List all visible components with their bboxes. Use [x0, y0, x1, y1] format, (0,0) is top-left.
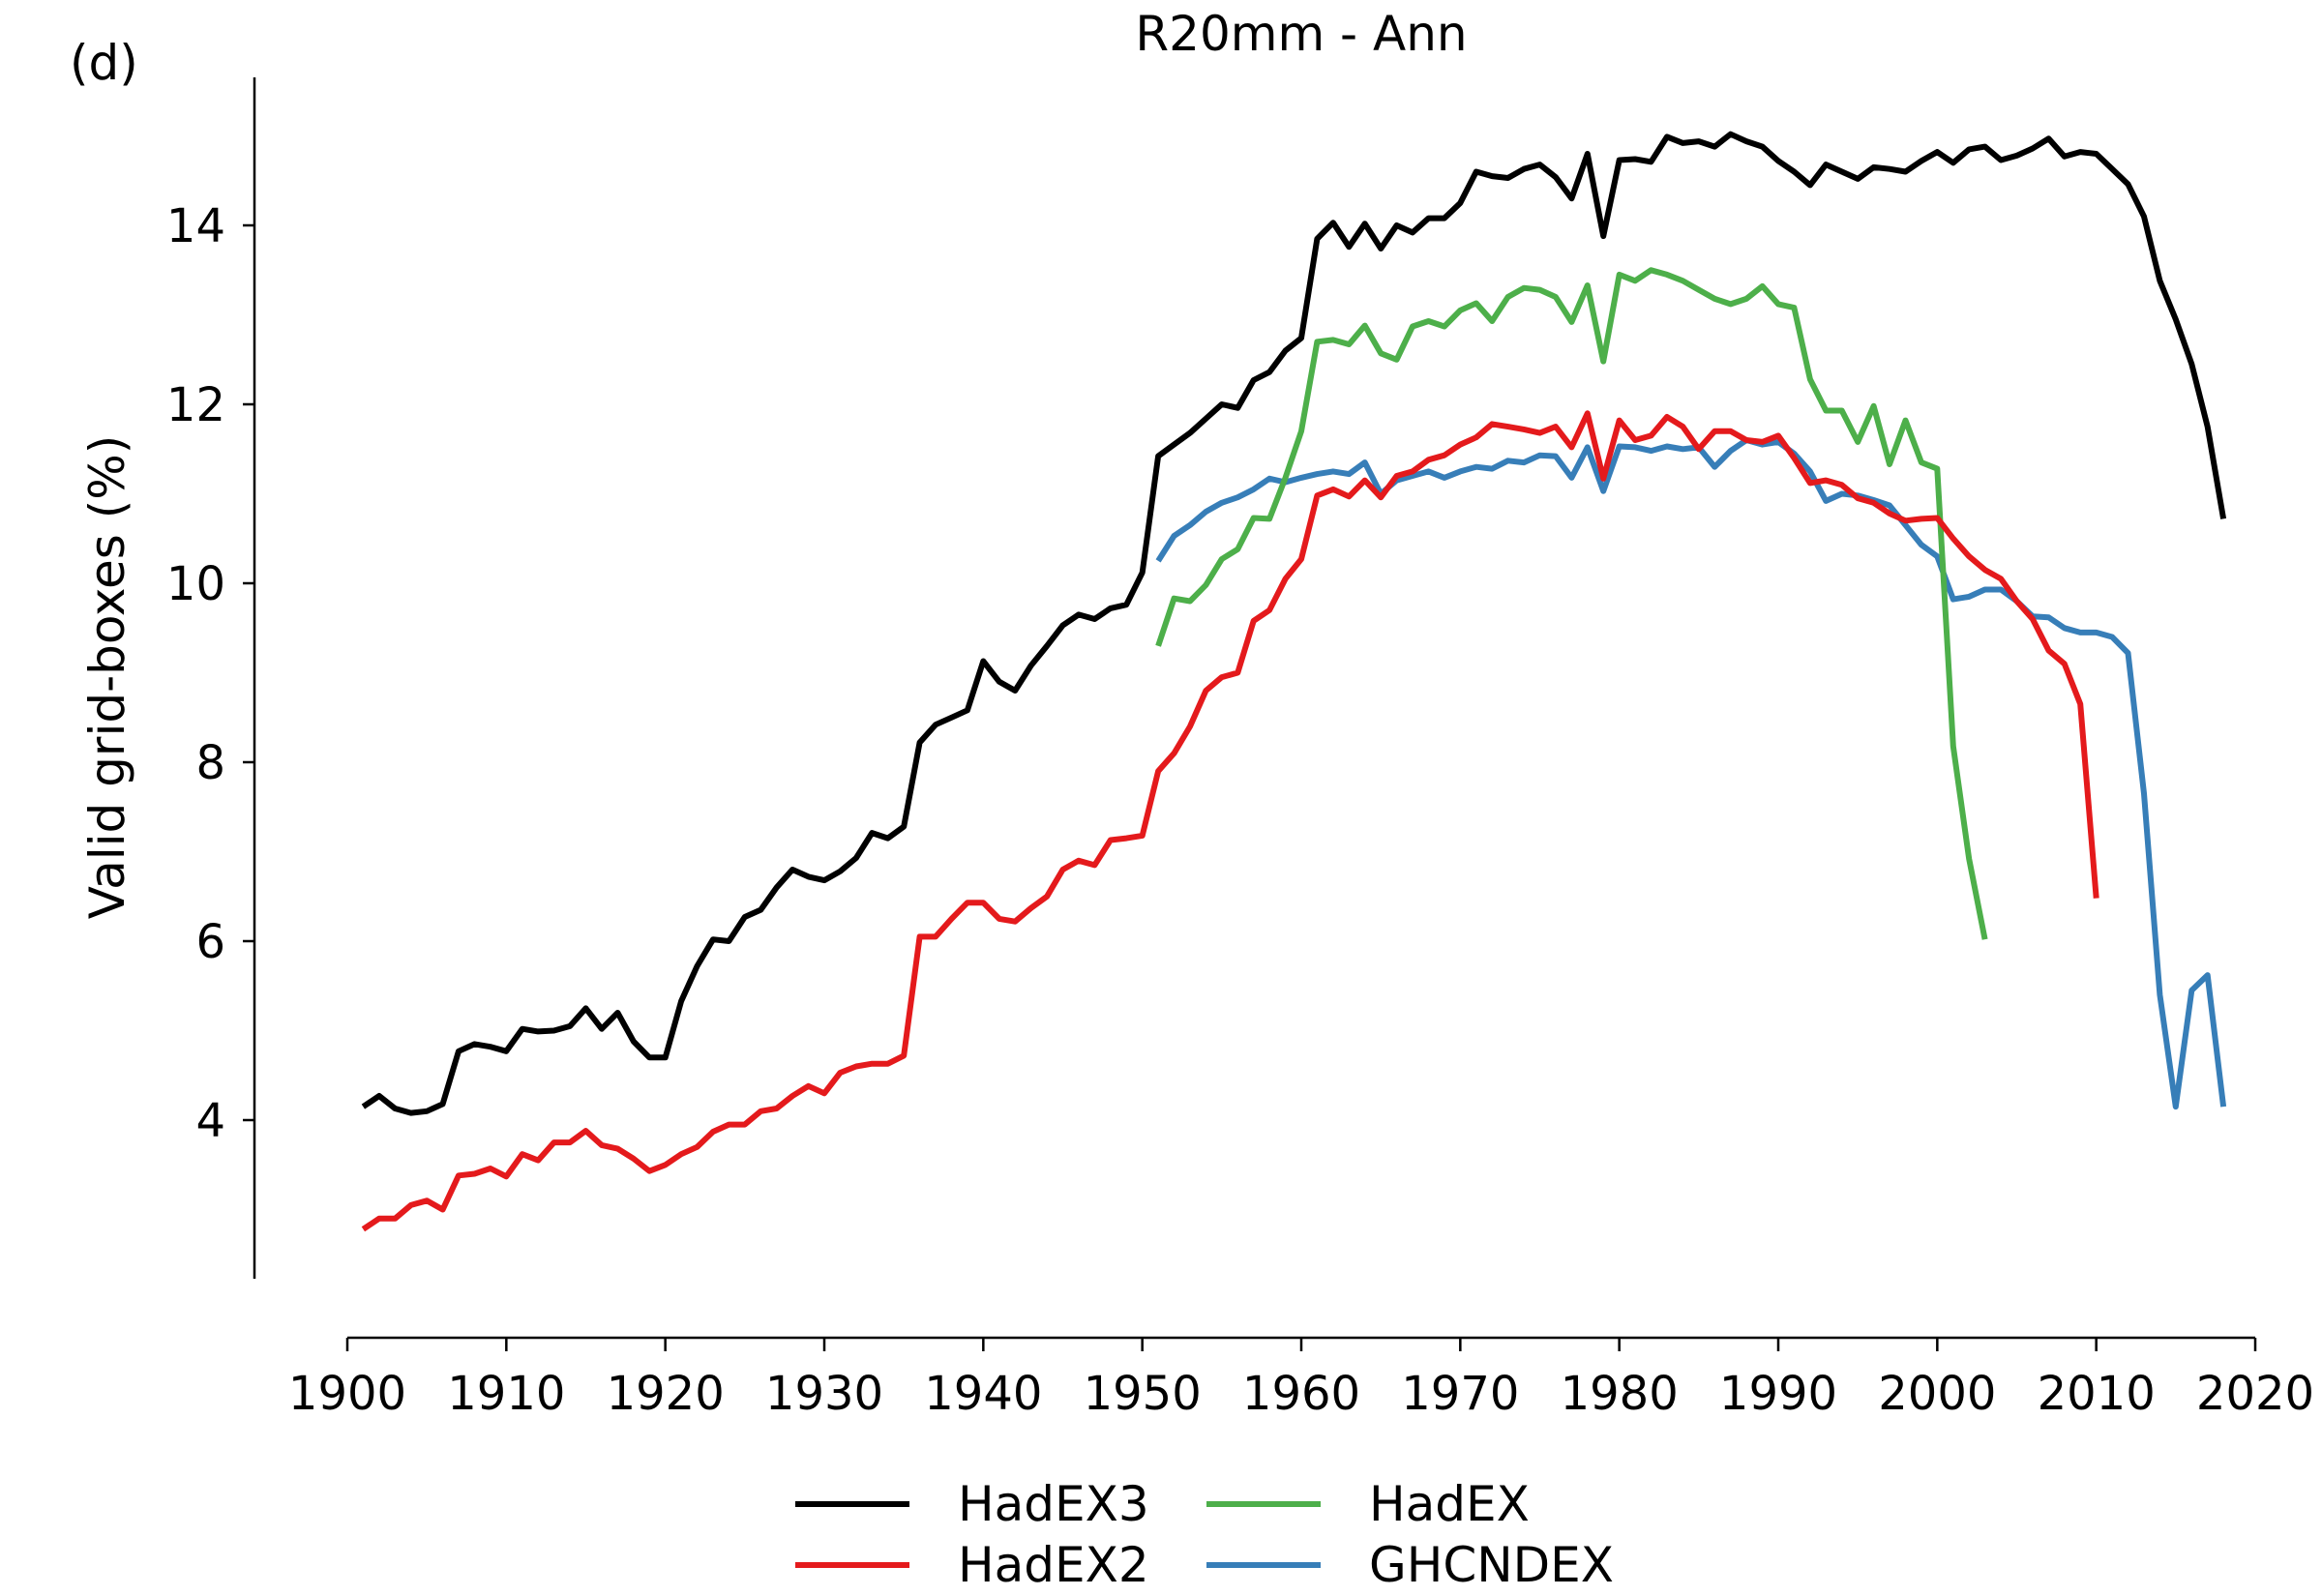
chart-title: R20mm - Ann — [1135, 6, 1467, 62]
series-line-hadex3 — [361, 131, 2227, 1116]
legend-label: HadEX3 — [958, 1476, 1149, 1532]
x-tick-label: 2000 — [1878, 1367, 1996, 1421]
x-tick-label: 1910 — [447, 1367, 565, 1421]
x-tick-label: 1900 — [288, 1367, 406, 1421]
x-tick-label: 2010 — [2038, 1367, 2156, 1421]
series-line-ghcndex — [1155, 437, 2227, 1110]
legend-item-ghcndex: GHCNDEX — [1206, 1537, 1614, 1593]
x-tick-label: 1990 — [1719, 1367, 1837, 1421]
series-group — [361, 131, 2227, 1232]
y-tick-label: 8 — [195, 736, 225, 790]
y-tick-label: 6 — [195, 915, 225, 969]
x-tick-label: 1920 — [607, 1367, 725, 1421]
y-tick-label: 4 — [195, 1094, 225, 1148]
x-ticks: 1900 1910 1920 1930 1940 1950 1960 1970 1980 1990… — [288, 1338, 2314, 1421]
series-line-hadex — [1155, 267, 1988, 940]
x-tick-label: 1930 — [765, 1367, 883, 1421]
y-tick-label: 14 — [166, 199, 225, 253]
legend-item-hadex3: HadEX3 — [795, 1476, 1149, 1532]
panel-label: (d) — [70, 35, 138, 91]
legend-item-hadex2: HadEX2 — [795, 1537, 1149, 1593]
x-tick-label: 1940 — [924, 1367, 1042, 1421]
x-tick-label: 1950 — [1084, 1367, 1202, 1421]
legend-label: HadEX — [1369, 1476, 1530, 1532]
x-tick-label: 1980 — [1561, 1367, 1679, 1421]
y-tick-label: 10 — [166, 557, 225, 611]
y-tick-label: 12 — [166, 378, 225, 432]
legend-label: GHCNDEX — [1369, 1537, 1614, 1593]
y-ticks: 4 6 8 10 12 14 — [166, 199, 254, 1148]
x-tick-label: 1960 — [1242, 1367, 1360, 1421]
series-line-hadex2 — [361, 410, 2099, 1232]
x-tick-label: 2020 — [2196, 1367, 2314, 1421]
x-tick-label: 1970 — [1401, 1367, 1519, 1421]
legend-item-hadex: HadEX — [1206, 1476, 1530, 1532]
y-axis-label: Valid grid-boxes (%) — [79, 435, 135, 919]
legend-label: HadEX2 — [958, 1537, 1149, 1593]
legend: HadEX3 HadEX HadEX2 GHCNDEX — [795, 1476, 1614, 1593]
